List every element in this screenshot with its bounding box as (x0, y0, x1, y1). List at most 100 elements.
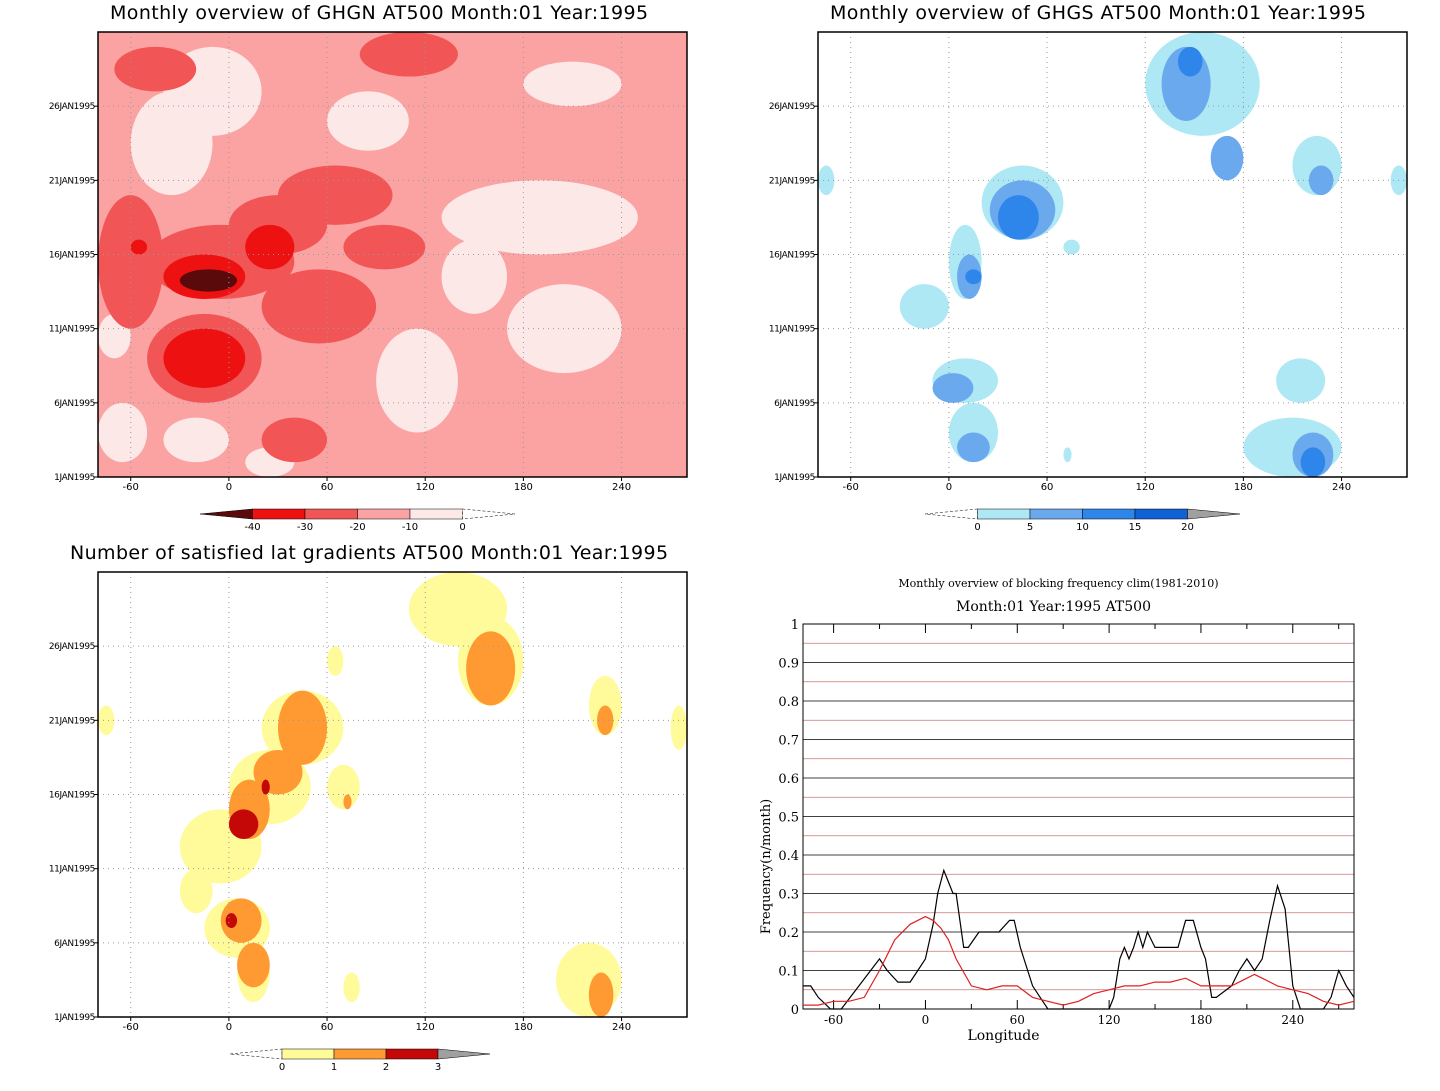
y-tick-label: 11JAN1995 (49, 325, 95, 335)
contour-fill-1-8 (343, 794, 352, 810)
colorbar: 0 5 10 15 20 (924, 508, 1241, 533)
ghgs-panel: -60 0 60 120 180 240 1JAN1995 6JAN1995 11JAN1995… (720, 0, 1440, 540)
contour-fill-1-5 (237, 942, 270, 988)
x-tick-label: 0 (226, 1022, 232, 1033)
contour-fill-2-3 (277, 165, 393, 225)
contour-fill-0-12 (1063, 447, 1072, 463)
contour-fill-0-5 (179, 868, 213, 914)
contour-fill-3-3 (130, 239, 148, 255)
contour-fill-0-8 (556, 942, 622, 1017)
contour-fill-1-1 (277, 690, 328, 765)
colorbar-triangle-high (1187, 508, 1241, 520)
frequency-panel: Monthly overview of blocking frequency c… (720, 540, 1440, 1091)
y-tick-label: 16JAN1995 (769, 251, 815, 261)
x-tick-label: 180 (1234, 482, 1253, 493)
x-tick-label: 120 (1098, 1013, 1121, 1027)
colorbar-cell (1082, 508, 1136, 520)
colorbar-triangle-open (924, 508, 978, 520)
colorbar-cell (1134, 508, 1188, 520)
contour-fill-1-4 (957, 432, 990, 463)
colorbar-label: 15 (1129, 522, 1142, 533)
x-tick-label: 180 (1189, 1013, 1212, 1027)
contour-fill-1-8 (441, 180, 638, 255)
y-axis-label: Frequency(n/month) (759, 799, 774, 934)
y-tick-label: 6JAN1995 (54, 939, 95, 949)
ghgn-panel: -60 0 60 120 180 240 1JAN1995 6JAN1995 11JAN1995… (0, 0, 720, 540)
gradients-heatmap: -60 0 60 120 180 2401JAN19956JAN199511JAN1995… (49, 571, 688, 1073)
contour-fill-2-0 (98, 195, 164, 329)
y-tick-label: 0.9 (778, 657, 799, 672)
colorbar-label: -30 (297, 522, 313, 533)
x-tick-label: 180 (514, 482, 533, 493)
contour-fill-3-0 (163, 328, 246, 389)
frequency-line-chart: Monthly overview of blocking frequency c… (759, 577, 1355, 1044)
contour-fill-2-2 (261, 779, 270, 795)
x-tick-label: -60 (843, 482, 859, 493)
line-chart-title: Monthly overview of blocking frequency c… (898, 577, 1218, 590)
y-tick-label: 26JAN1995 (49, 102, 95, 112)
plot-area (98, 32, 687, 477)
y-tick-label: 0 (791, 1003, 799, 1018)
contour-fill-2-1 (225, 913, 238, 928)
y-tick-label: 1 (791, 618, 799, 633)
contour-fill-1-0 (98, 402, 148, 463)
contour-fill-2-6 (343, 224, 426, 270)
contour-fill-1-10 (327, 91, 409, 151)
colorbar-cell (304, 508, 358, 520)
y-tick-label: 1JAN1995 (774, 473, 815, 483)
x-tick-label: -60 (824, 1013, 843, 1027)
series-line-0 (803, 868, 1354, 1010)
y-tick-label: 21JAN1995 (769, 176, 815, 186)
ghgn-title: Monthly overview of GHGN AT500 Month:01 … (110, 2, 649, 24)
colorbar-triangle-high (437, 1048, 491, 1060)
ghgs-title: Monthly overview of GHGS AT500 Month:01 … (830, 2, 1367, 24)
colorbar-label: 10 (1076, 522, 1089, 533)
contour-fill-4-0 (179, 269, 238, 292)
contour-fill-1-7 (1308, 165, 1334, 196)
contour-fill-0-14 (327, 646, 344, 676)
colorbar-cell (1029, 508, 1083, 520)
contour-fill-1-3 (932, 373, 974, 403)
y-tick-label: 26JAN1995 (49, 642, 95, 652)
gradients-title: Number of satisfied lat gradients AT500 … (70, 542, 669, 564)
contour-fill-1-1 (163, 417, 229, 463)
colorbar-cell (333, 1048, 387, 1060)
contour-fill-2-0 (228, 809, 259, 839)
contour-fill-0-12 (327, 764, 360, 810)
contour-fill-1-6 (1210, 135, 1244, 181)
contour-fill-2-2 (1177, 46, 1203, 77)
colorbar-label: 0 (459, 522, 465, 533)
ghgn-heatmap: -60 0 60 120 180 240 1JAN1995 6JAN1995 11JAN1995… (49, 31, 688, 533)
colorbar-triangle-open (229, 1048, 283, 1060)
y-tick-label: 0.7 (778, 734, 799, 749)
y-tick-label: 0.1 (778, 965, 799, 980)
y-tick-label: 0.2 (778, 926, 799, 941)
contour-fill-0-10 (818, 165, 835, 196)
contour-fill-3-2 (245, 224, 295, 270)
y-tick-label: 11JAN1995 (49, 865, 95, 875)
plot-area (98, 572, 687, 1017)
colorbar-label: -40 (244, 522, 260, 533)
contour-fill-2-7 (359, 32, 458, 77)
x-tick-label: 60 (1041, 482, 1054, 493)
series-line-1 (803, 915, 1354, 1006)
colorbar-label: 5 (1027, 522, 1033, 533)
y-tick-label: 21JAN1995 (49, 176, 95, 186)
colorbar-label: 0 (974, 522, 980, 533)
contour-fill-0-11 (1063, 239, 1080, 255)
contour-fill-0-13 (343, 972, 360, 1003)
y-tick-label: 0.3 (778, 888, 799, 903)
contour-fill-1-7 (597, 705, 614, 736)
colorbar-cell (385, 1048, 439, 1060)
colorbar-label: -20 (349, 522, 365, 533)
x-tick-label: 240 (612, 1022, 631, 1033)
x-tick-label: -60 (123, 482, 139, 493)
x-tick-label: 0 (946, 482, 952, 493)
y-tick-label: 16JAN1995 (49, 251, 95, 261)
colorbar-label: 3 (435, 1062, 441, 1073)
x-tick-label: 120 (1136, 482, 1155, 493)
contour-fill-0-7 (1276, 358, 1326, 403)
plot-area (818, 32, 1407, 477)
y-tick-label: 16JAN1995 (49, 791, 95, 801)
ghgs-heatmap: -60 0 60 120 180 240 1JAN1995 6JAN1995 11JAN1995… (769, 31, 1408, 533)
